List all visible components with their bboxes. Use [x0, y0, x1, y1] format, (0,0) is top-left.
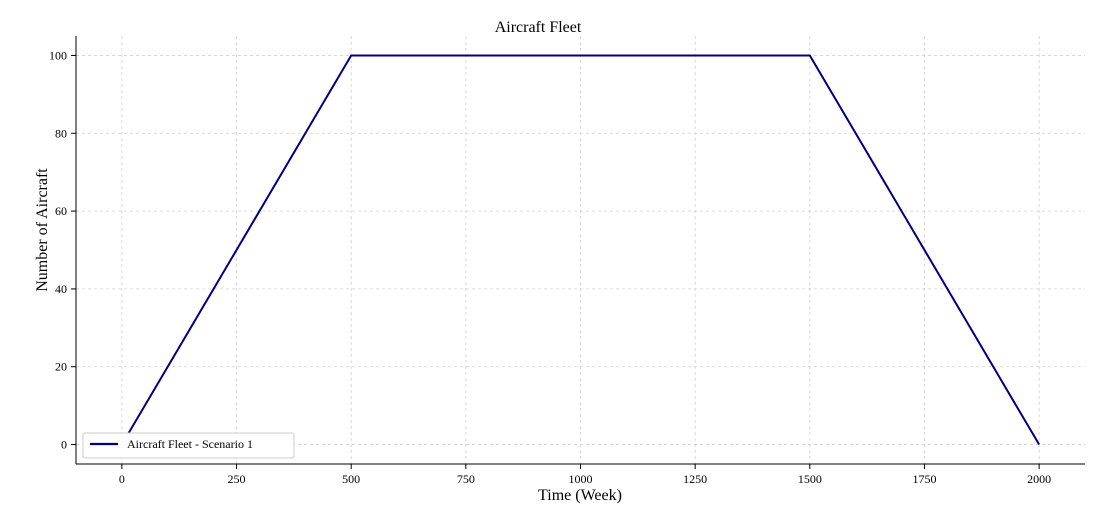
series-line-0 — [121, 54, 1040, 446]
x-tick-label: 1500 — [798, 472, 822, 486]
y-tick-label: 80 — [55, 126, 67, 140]
x-tick-label: 500 — [342, 472, 360, 486]
x-tick-label: 250 — [228, 472, 246, 486]
grid-lines — [76, 36, 1085, 464]
x-tick-label: 1000 — [569, 472, 593, 486]
legend: Aircraft Fleet - Scenario 1 — [82, 432, 295, 459]
axes — [75, 36, 1085, 465]
legend-label: Aircraft Fleet - Scenario 1 — [127, 437, 253, 451]
x-tick-label: 2000 — [1027, 472, 1051, 486]
x-tick-label: 1750 — [912, 472, 936, 486]
y-tick-label: 60 — [55, 204, 67, 218]
y-axis-ticks: 0 20 40 60 80 100 — [49, 48, 76, 452]
series-layer — [121, 54, 1040, 446]
chart-title: Aircraft Fleet — [495, 19, 582, 36]
y-tick-label: 100 — [49, 48, 67, 62]
x-tick-label: 0 — [119, 472, 125, 486]
y-tick-label: 40 — [55, 282, 67, 296]
y-tick-label: 20 — [55, 360, 67, 374]
x-axis-title: Time (Week) — [538, 487, 622, 504]
y-tick-label: 0 — [61, 438, 67, 452]
x-tick-label: 750 — [457, 472, 475, 486]
y-axis-title: Number of Aircraft — [34, 168, 51, 292]
legend-box — [82, 432, 295, 459]
x-tick-label: 1250 — [683, 472, 707, 486]
x-axis-ticks: 0 250 500 750 1000 1250 1500 1750 2000 — [119, 464, 1051, 486]
